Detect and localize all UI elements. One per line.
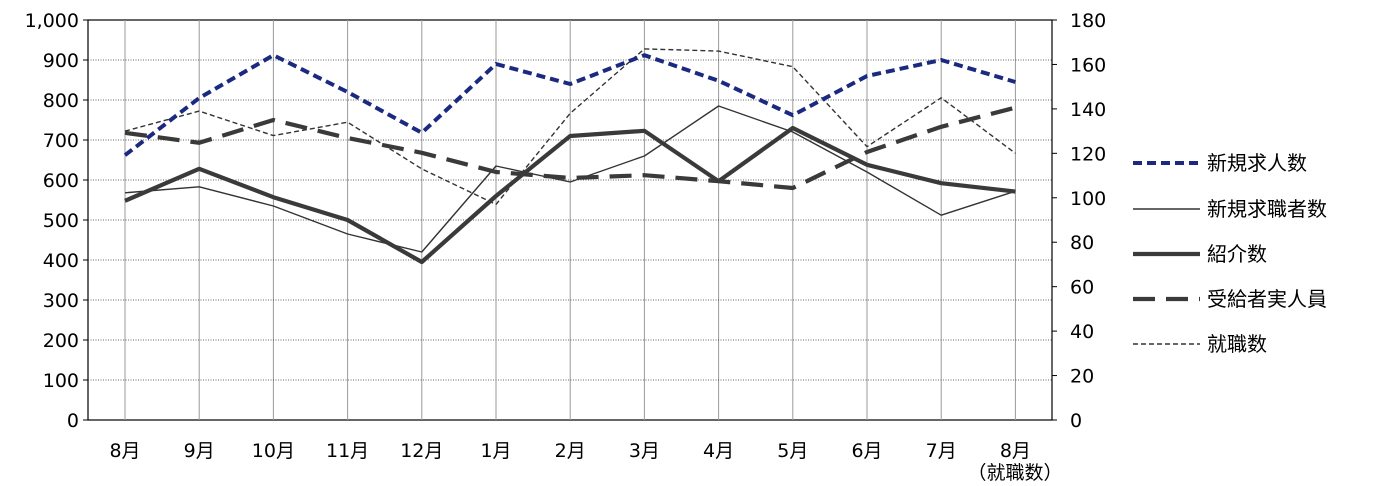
- right-axis-tick-label: 160: [1070, 54, 1106, 76]
- legend-label: 新規求職者数: [1207, 197, 1327, 221]
- right-axis-tick-label: 20: [1070, 366, 1094, 388]
- x-axis-tick-label: 7月: [926, 440, 957, 462]
- left-axis-tick-label: 600: [43, 170, 79, 192]
- series-line: [124, 105, 1016, 253]
- series-line: [124, 105, 1016, 191]
- x-axis-tick-label: 2月: [555, 440, 586, 462]
- legend-label: 受給者実人員: [1207, 287, 1327, 311]
- x-axis-tick-label: 9月: [184, 440, 215, 462]
- x-axis-tick-label: 5月: [777, 440, 808, 462]
- right-axis-tick-label: 140: [1070, 99, 1106, 121]
- right-axis-tick-label: 40: [1070, 321, 1094, 343]
- right-axis-label: （就職数）: [967, 462, 1062, 484]
- x-axis-tick-label: 8月: [1000, 440, 1031, 462]
- left-axis-tick-label: 800: [43, 90, 79, 112]
- left-axis-tick-label: 900: [43, 50, 79, 72]
- left-axis-tick-label: 700: [43, 130, 79, 152]
- x-axis-tick-label: 12月: [400, 440, 443, 462]
- series-line: [124, 48, 1016, 206]
- left-axis-tick-label: 0: [67, 410, 79, 432]
- left-axis-tick-label: 500: [43, 210, 79, 232]
- right-axis-tick-label: 180: [1070, 10, 1106, 32]
- legend-label: 新規求人数: [1207, 151, 1307, 175]
- legend-label: 就職数: [1207, 332, 1267, 356]
- x-axis-tick-label: 4月: [703, 440, 734, 462]
- x-axis-tick-label: 3月: [629, 440, 660, 462]
- left-axis-tick-label: 200: [43, 330, 79, 352]
- series-line: [123, 53, 1016, 157]
- left-axis-tick-label: 400: [43, 250, 79, 272]
- right-axis-tick-label: 120: [1070, 143, 1106, 165]
- left-axis-tick-label: 300: [43, 290, 79, 312]
- x-axis-tick-label: 10月: [252, 440, 295, 462]
- x-axis-tick-label: 11月: [326, 440, 369, 462]
- right-axis-tick-label: 80: [1070, 232, 1094, 254]
- x-axis-tick-label: 6月: [851, 440, 882, 462]
- right-axis-tick-label: 100: [1070, 188, 1106, 210]
- series-line: [124, 125, 1016, 265]
- x-axis-tick-label: 8月: [109, 440, 140, 462]
- right-axis-tick-label: 0: [1070, 410, 1082, 432]
- right-axis-tick-label: 60: [1070, 277, 1094, 299]
- x-axis-tick-label: 1月: [480, 440, 511, 462]
- left-axis-tick-label: 100: [43, 370, 79, 392]
- legend-label: 紹介数: [1207, 242, 1267, 266]
- left-axis-tick-label: 1,000: [25, 10, 79, 32]
